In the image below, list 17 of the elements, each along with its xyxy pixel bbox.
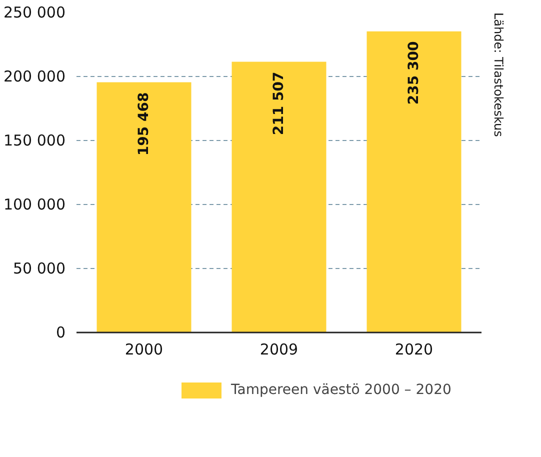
text: Lähde: Tilastokeskus (492, 12, 506, 137)
y-tick-label: 200 000 (3, 68, 66, 86)
x-tick-label: 2020 (394, 340, 434, 358)
y-tick-label: 250 000 (3, 4, 66, 22)
legend-label: Tampereen väestö 2000 – 2020 (231, 382, 452, 398)
y-tick-label: 150 000 (3, 132, 66, 150)
bar (232, 62, 326, 332)
text: 235 300 (406, 41, 422, 105)
y-tick-label: 50 000 (13, 260, 66, 278)
bar (96, 82, 192, 332)
x-tick-label: 2000 (124, 340, 164, 358)
x-tick-label: 2009 (260, 340, 298, 358)
text: 195 468 (136, 92, 152, 156)
y-tick-label: 100 000 (3, 196, 66, 214)
text: 211 507 (271, 72, 287, 136)
y-tick-label: 0 (56, 324, 66, 342)
bar (366, 31, 462, 332)
